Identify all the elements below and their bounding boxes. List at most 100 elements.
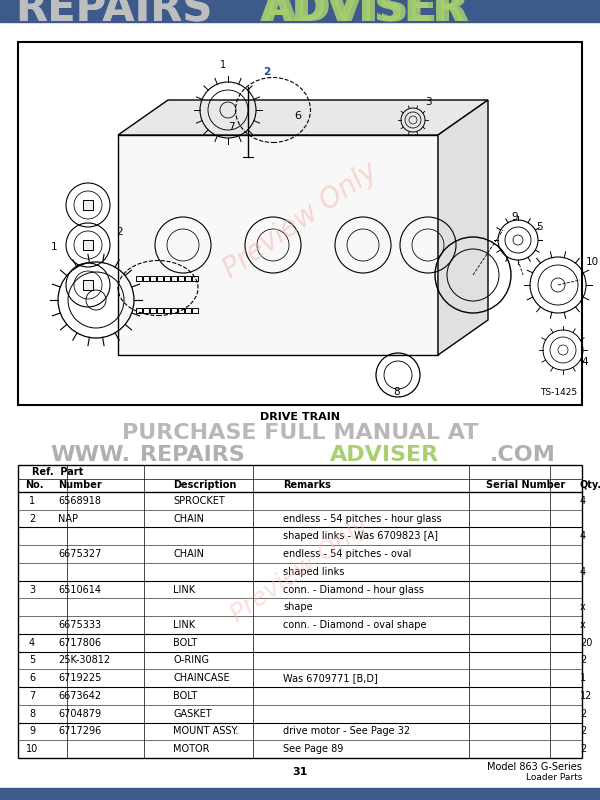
Text: Preview Only: Preview Only [226, 514, 374, 626]
Bar [157, 307, 163, 313]
Text: Loader Parts: Loader Parts [526, 773, 582, 782]
Bar [136, 275, 142, 281]
Bar [171, 307, 178, 313]
Text: 4: 4 [29, 638, 35, 648]
Bar [118, 135, 438, 355]
Text: NAP: NAP [58, 514, 78, 524]
Text: LINK: LINK [173, 620, 195, 630]
Text: 4: 4 [580, 566, 586, 577]
Bar [150, 307, 156, 313]
Text: 5: 5 [536, 222, 542, 232]
Bar [192, 307, 198, 313]
Text: Preview Only: Preview Only [218, 157, 382, 283]
Text: 25K-30812: 25K-30812 [58, 655, 110, 666]
Text: BOLT: BOLT [173, 691, 197, 701]
Bar [18, 465, 582, 758]
Text: 6719225: 6719225 [58, 674, 101, 683]
Text: 6: 6 [29, 674, 35, 683]
Bar [18, 42, 582, 405]
Text: 6717296: 6717296 [58, 726, 101, 736]
Text: WWW.: WWW. [50, 445, 130, 465]
Text: REPAIRS: REPAIRS [15, 0, 212, 31]
Text: 6675327: 6675327 [58, 549, 101, 559]
Text: 4: 4 [580, 531, 586, 542]
Text: .COM: .COM [490, 445, 556, 465]
Bar [83, 200, 93, 210]
Text: No.: No. [25, 481, 44, 490]
Text: Number: Number [58, 481, 102, 490]
Text: 9: 9 [511, 212, 518, 222]
Text: MOTOR: MOTOR [173, 744, 209, 754]
Text: LINK: LINK [173, 585, 195, 594]
Text: 20: 20 [580, 638, 592, 648]
Bar [143, 307, 149, 313]
Bar [164, 307, 170, 313]
Text: 5: 5 [29, 655, 35, 666]
Text: 6673642: 6673642 [58, 691, 101, 701]
Text: 12: 12 [580, 691, 592, 701]
Text: Description: Description [173, 481, 236, 490]
Bar [185, 275, 191, 281]
Text: DRIVE TRAIN: DRIVE TRAIN [260, 412, 340, 422]
Text: 4: 4 [581, 357, 587, 367]
Text: 2: 2 [580, 726, 586, 736]
Bar [185, 307, 191, 313]
Text: 3: 3 [29, 585, 35, 594]
Text: CHAIN: CHAIN [173, 514, 204, 524]
Text: 1: 1 [51, 242, 58, 252]
Bar [157, 275, 163, 281]
Text: ADVISER: ADVISER [260, 0, 466, 31]
Text: 9: 9 [29, 726, 35, 736]
Text: 2: 2 [580, 655, 586, 666]
Text: CHAIN: CHAIN [173, 549, 204, 559]
Polygon shape [118, 100, 488, 135]
Bar [178, 275, 184, 281]
Text: x: x [580, 620, 586, 630]
Text: Qty.: Qty. [580, 481, 600, 490]
Text: PURCHASE FULL MANUAL AT: PURCHASE FULL MANUAL AT [122, 423, 478, 443]
Text: SPROCKET: SPROCKET [173, 496, 225, 506]
Bar [0, 0, 600, 22]
Text: CHAINCASE: CHAINCASE [173, 674, 230, 683]
Text: shaped links - Was 6709823 [A]: shaped links - Was 6709823 [A] [283, 531, 438, 542]
Text: 4: 4 [580, 496, 586, 506]
Text: shaped links: shaped links [283, 566, 344, 577]
Bar [136, 307, 142, 313]
Text: 1: 1 [580, 674, 586, 683]
Text: ADVISER: ADVISER [330, 445, 439, 465]
Bar [0, 788, 600, 800]
Text: 2: 2 [116, 227, 122, 237]
Text: 10: 10 [586, 257, 599, 267]
Bar [164, 275, 170, 281]
Text: 3: 3 [425, 97, 431, 107]
Text: ADVISER: ADVISER [265, 0, 470, 31]
Bar [192, 275, 198, 281]
Text: 8: 8 [393, 387, 400, 397]
Text: 1: 1 [220, 60, 226, 70]
Text: REPAIRS: REPAIRS [140, 445, 245, 465]
Text: Serial Number: Serial Number [486, 481, 565, 490]
Text: 6: 6 [294, 111, 301, 122]
Text: 7: 7 [228, 122, 235, 132]
Text: shape: shape [283, 602, 313, 612]
Text: 2: 2 [580, 744, 586, 754]
Text: 10: 10 [26, 744, 38, 754]
Text: conn. - Diamond - oval shape: conn. - Diamond - oval shape [283, 620, 427, 630]
Text: BOLT: BOLT [173, 638, 197, 648]
Bar [83, 240, 93, 250]
Text: Remarks: Remarks [283, 481, 331, 490]
Text: conn. - Diamond - hour glass: conn. - Diamond - hour glass [283, 585, 424, 594]
Text: 6704879: 6704879 [58, 709, 101, 718]
Polygon shape [438, 100, 488, 355]
Text: endless - 54 pitches - hour glass: endless - 54 pitches - hour glass [283, 514, 442, 524]
Text: 31: 31 [292, 767, 308, 777]
Text: See Page 89: See Page 89 [283, 744, 343, 754]
Text: 1: 1 [29, 496, 35, 506]
Text: TS-1425: TS-1425 [540, 388, 577, 397]
Text: Was 6709771 [B,D]: Was 6709771 [B,D] [283, 674, 378, 683]
Bar [143, 275, 149, 281]
Text: 8: 8 [29, 709, 35, 718]
Text: Model 863 G-Series: Model 863 G-Series [487, 762, 582, 772]
Bar [178, 307, 184, 313]
Text: 7: 7 [29, 691, 35, 701]
